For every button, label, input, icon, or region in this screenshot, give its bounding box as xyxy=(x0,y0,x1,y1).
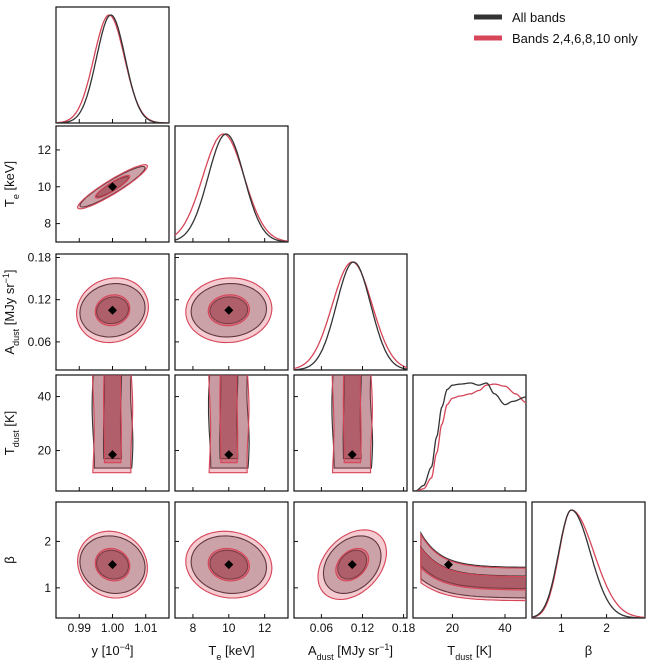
marginal-frame-beta xyxy=(531,501,646,619)
contour-Te-Tdust-subset xyxy=(208,375,250,474)
x-tick-label-Adust: 0.18 xyxy=(392,621,416,635)
legend: All bands Bands 2,4,6,8,10 only xyxy=(474,10,638,46)
x-axis-label-beta: β xyxy=(585,643,592,658)
truth-marker-Te-Adust xyxy=(224,305,234,315)
marginal-line-beta-subset xyxy=(532,509,645,618)
legend-label-subset: Bands 2,4,6,8,10 only xyxy=(512,31,638,46)
truth-marker-Te-Tdust xyxy=(224,450,234,460)
x-axis-label-y: y [10−4] xyxy=(91,642,133,658)
x-tick-label-y: 0.99 xyxy=(68,621,92,635)
marginal-frame-Tdust xyxy=(412,374,527,492)
contour-Te-Tdust-all xyxy=(207,375,250,469)
contour-y-Tdust-subset xyxy=(91,375,134,474)
panel-frame-Te-Tdust xyxy=(174,374,289,492)
x-tick-label-beta: 2 xyxy=(603,621,610,635)
x-tick-label-Adust: 0.06 xyxy=(310,621,334,635)
x-axis-label-Te: Te [keV] xyxy=(208,643,254,662)
truth-marker-Adust-beta xyxy=(347,560,357,570)
truth-marker-Te-beta xyxy=(224,560,234,570)
x-tick-label-Te: 12 xyxy=(258,621,272,635)
truth-marker-Adust-Tdust xyxy=(347,450,357,460)
panel-Te-Tdust xyxy=(207,375,250,474)
y-axis-label-beta: β xyxy=(2,556,17,563)
y-tick-label-beta: 2 xyxy=(44,534,51,548)
contour-Te-Tdust-subset xyxy=(219,375,239,464)
contour-Tdust-beta-subset-inner xyxy=(420,546,526,591)
marginal-line-Adust-subset xyxy=(294,261,407,370)
marginal-line-y-all xyxy=(56,14,169,123)
marginal-line-Adust-all xyxy=(294,261,407,370)
x-tick-label-Tdust: 40 xyxy=(498,621,512,635)
x-axis-label-Adust: Adust [MJy sr−1] xyxy=(308,642,393,662)
legend-label-all: All bands xyxy=(512,10,566,25)
marginal-line-Te-subset xyxy=(175,133,288,242)
contour-y-Tdust-all xyxy=(91,375,134,469)
x-tick-label-Tdust: 20 xyxy=(446,621,460,635)
marginal-line-y-subset xyxy=(56,14,169,123)
truth-marker-y-Tdust xyxy=(108,450,117,460)
y-axis-label-Adust: Adust [MJy sr−1] xyxy=(1,269,21,354)
panel-Adust-beta xyxy=(317,529,388,600)
contour-Adust-Tdust-subset xyxy=(331,375,373,474)
marginal-line-Tdust-all xyxy=(413,382,526,491)
y-axis-label-Tdust: Tdust [K] xyxy=(2,411,21,455)
marginal-line-Te-all xyxy=(175,133,288,242)
panel-Adust-Tdust xyxy=(331,375,374,474)
x-tick-label-y: 1.00 xyxy=(101,621,125,635)
truth-marker-Tdust-beta xyxy=(443,560,453,570)
y-tick-label-Adust: 0.18 xyxy=(28,251,52,265)
truth-marker-y-Adust xyxy=(108,305,117,315)
y-tick-label-Te: 12 xyxy=(38,143,52,157)
marginal-frame-Te xyxy=(174,125,289,243)
contour-Adust-Tdust-all xyxy=(331,375,374,469)
contour-Tdust-beta-subset-outer xyxy=(420,532,526,602)
y-tick-label-Adust: 0.12 xyxy=(28,293,52,307)
panel-Tdust-beta xyxy=(420,530,526,602)
x-tick-label-Adust: 0.12 xyxy=(351,621,375,635)
x-tick-label-Te: 8 xyxy=(190,621,197,635)
panel-frame-Te-beta xyxy=(174,501,289,619)
y-tick-label-Te: 10 xyxy=(38,180,52,194)
x-tick-label-Te: 10 xyxy=(222,621,236,635)
marginal-line-Tdust-subset xyxy=(413,383,526,491)
y-tick-label-Tdust: 40 xyxy=(38,390,52,404)
y-tick-label-beta: 1 xyxy=(44,581,51,595)
marginal-frame-Adust xyxy=(293,253,408,371)
truth-marker-y-beta xyxy=(108,560,117,570)
truth-marker-y-Te xyxy=(108,182,117,192)
x-tick-label-beta: 1 xyxy=(558,621,565,635)
panel-Te-Adust xyxy=(185,277,273,344)
panel-frame-Tdust-beta xyxy=(412,501,527,619)
contour-Adust-Tdust-subset xyxy=(342,375,362,464)
x-axis-label-Tdust: Tdust [K] xyxy=(447,643,491,662)
panel-frame-Adust-Tdust xyxy=(293,374,408,492)
contour-y-Tdust-subset xyxy=(103,375,122,464)
marginal-line-beta-all xyxy=(532,509,645,618)
marginal-frame-y xyxy=(55,6,170,124)
y-tick-label-Adust: 0.06 xyxy=(28,335,52,349)
y-tick-label-Tdust: 20 xyxy=(38,444,52,458)
panel-frame-Te-Adust xyxy=(174,253,289,371)
panel-y-Tdust xyxy=(91,375,134,474)
y-axis-label-Te: Te [keV] xyxy=(2,161,21,207)
y-tick-label-Te: 8 xyxy=(44,217,51,231)
panel-frame-Adust-beta xyxy=(293,501,408,619)
x-tick-label-y: 1.01 xyxy=(134,621,158,635)
